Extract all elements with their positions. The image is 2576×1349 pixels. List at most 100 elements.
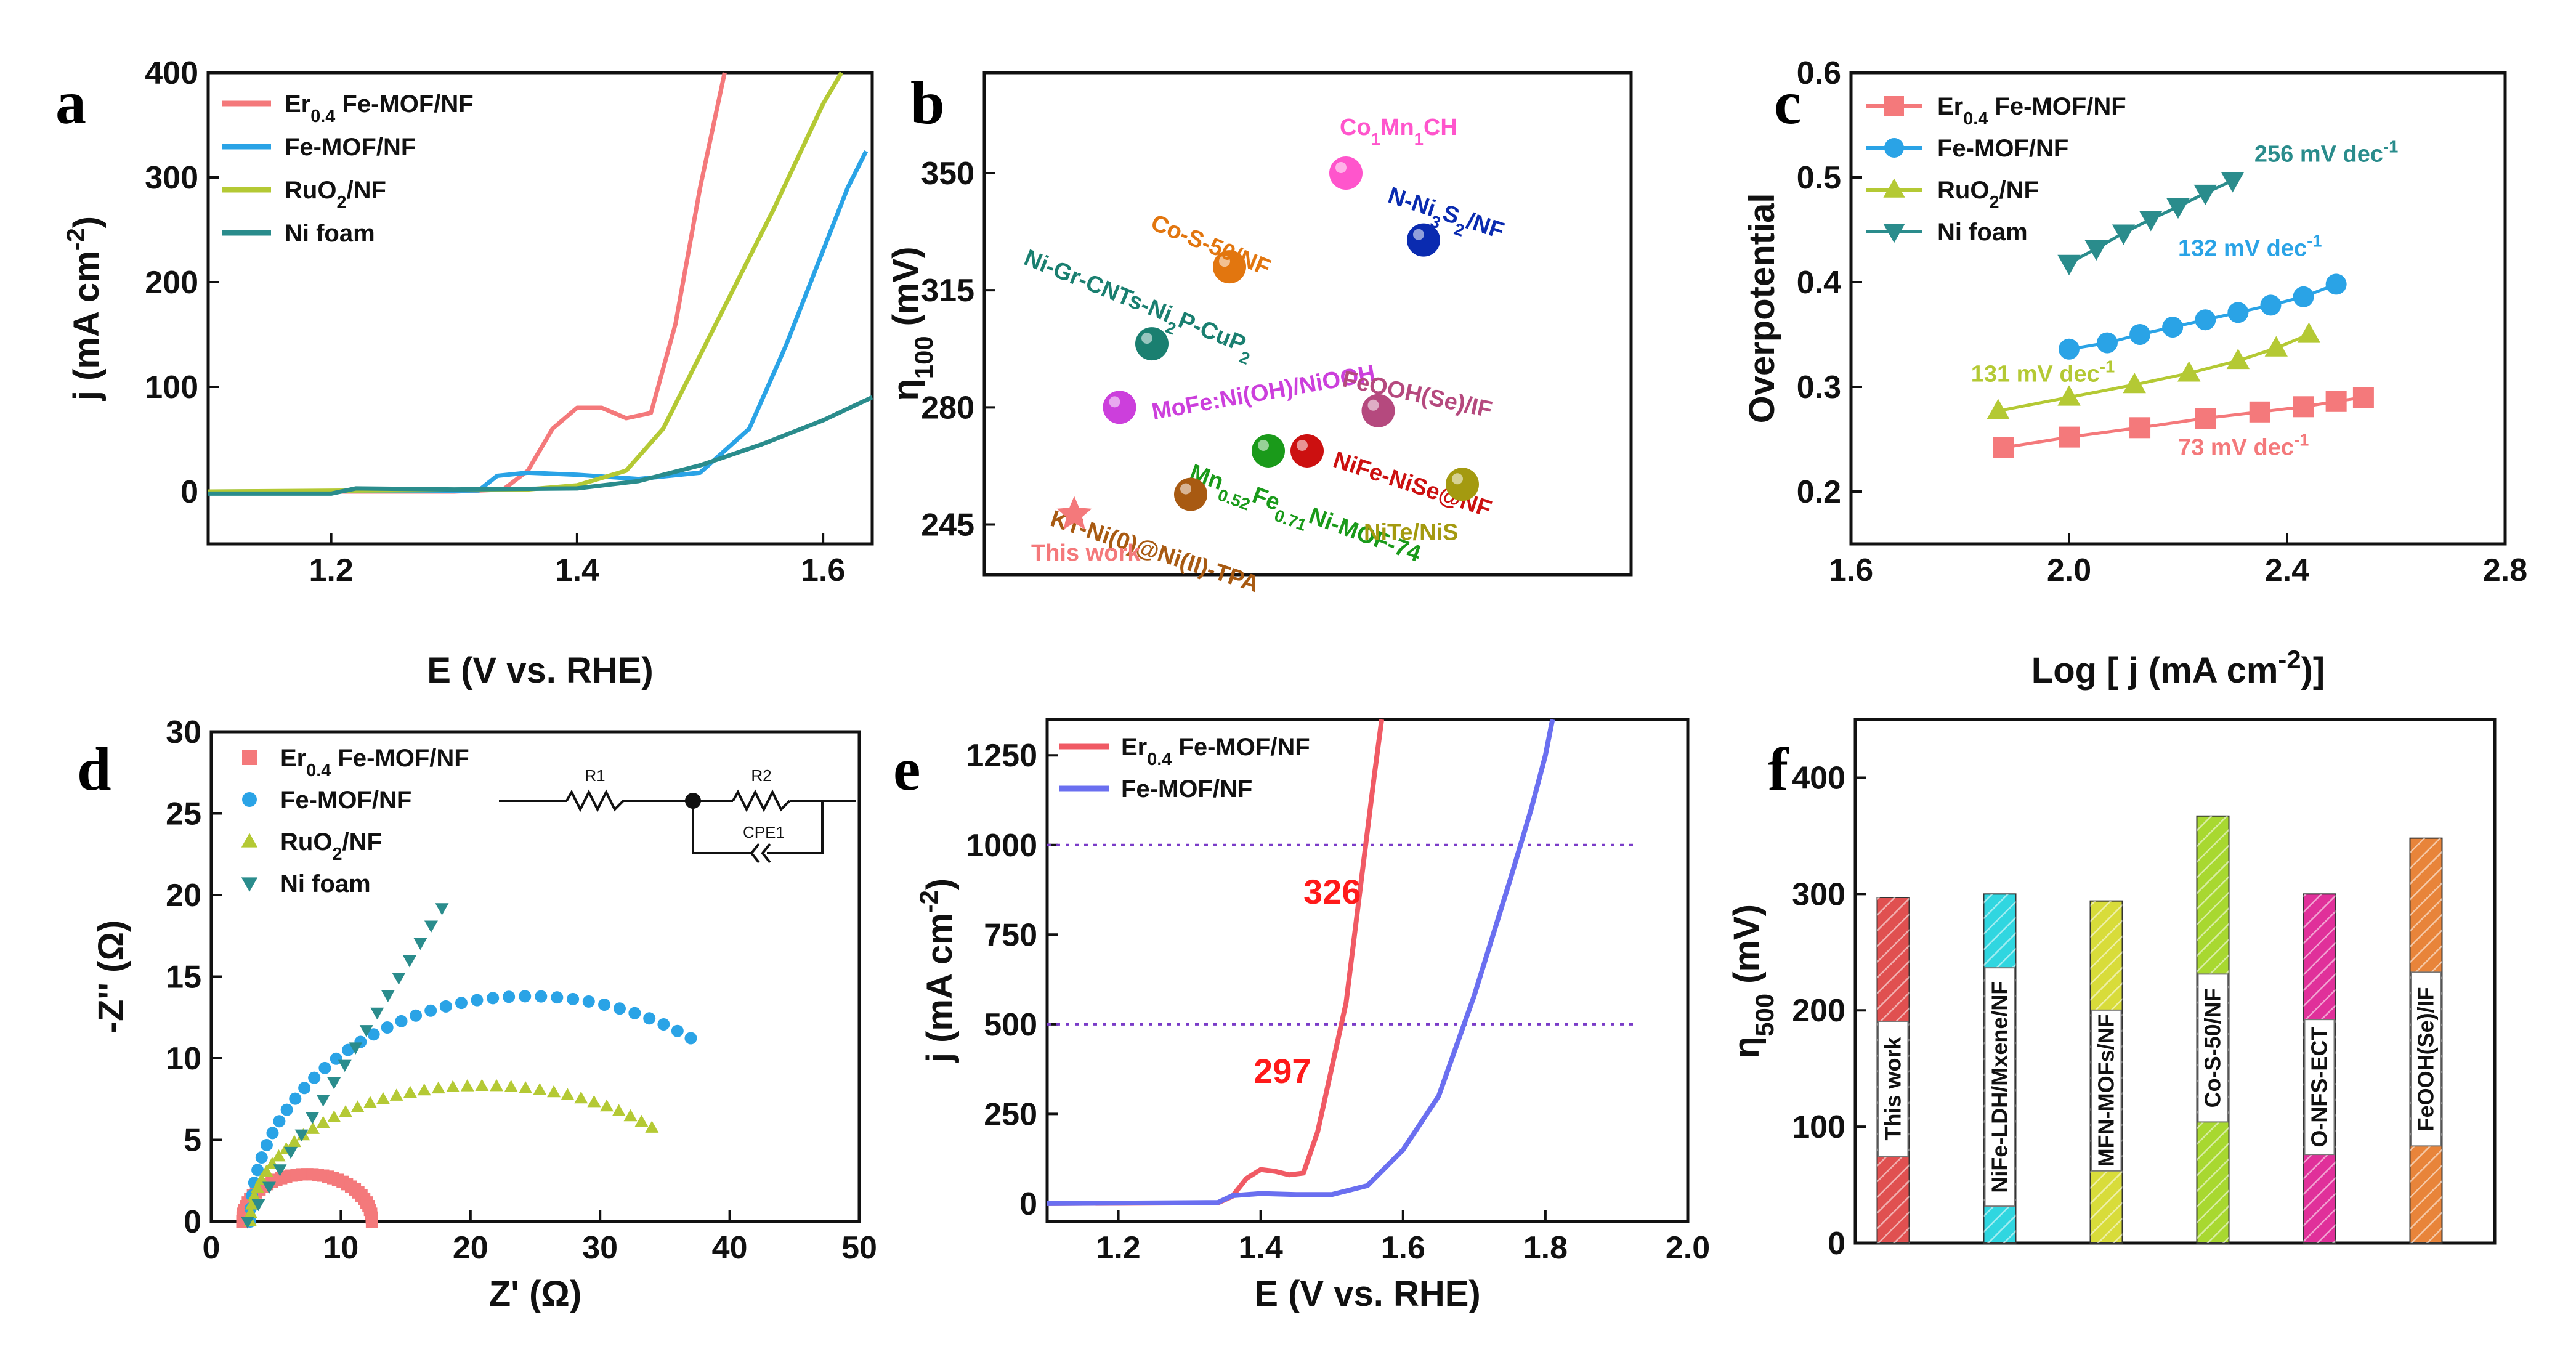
panel-d-marker — [567, 992, 580, 1005]
panel-e-xlabel: E (V vs. RHE) — [1254, 1274, 1480, 1314]
panel-d-marker — [289, 1092, 302, 1105]
panel-d-marker — [487, 992, 500, 1005]
panel-d-xtick-label: 30 — [582, 1230, 618, 1266]
panel-b-point — [1446, 468, 1479, 501]
panel-d-marker — [260, 1138, 273, 1151]
panel-b-point — [1290, 434, 1324, 468]
panel-c-xtick-label: 2.4 — [2265, 553, 2309, 588]
panel-d-legend-label: RuO2/NF — [280, 828, 382, 864]
panel-d-legend-label: Fe-MOF/NF — [280, 787, 411, 814]
panel-f-bar-label: FeOOH(Se)/IF — [2413, 987, 2439, 1131]
panel-c-xtick-label: 1.6 — [1829, 553, 1873, 588]
panel-d-marker — [551, 991, 564, 1004]
panel-c-marker — [2059, 426, 2080, 448]
panel-a-ytick-label: 200 — [145, 265, 198, 301]
panel-d-marker — [298, 1082, 311, 1095]
panel-d-ytick-label: 0 — [184, 1204, 201, 1240]
panel-c-ytick-label: 0.2 — [1797, 474, 1841, 510]
panel-d-ytick-label: 15 — [166, 960, 201, 995]
panel-c-marker — [2195, 309, 2216, 331]
panel-d-marker — [273, 1164, 287, 1177]
panel-e-ytick-label: 500 — [984, 1007, 1037, 1043]
circuit-wire — [767, 801, 824, 854]
panel-f-bar-label: Co-S-50/NF — [2200, 988, 2226, 1108]
panel-d-ytick-label: 25 — [166, 796, 201, 832]
panel-c-legend-label: Er0.4 Fe-MOF/NF — [1937, 93, 2126, 129]
panel-d-marker — [623, 1109, 638, 1122]
panel-c-xtick-label: 2.8 — [2483, 553, 2527, 588]
panel-d-marker — [339, 1105, 353, 1117]
panel-d-marker — [446, 1080, 460, 1092]
panel-d-marker — [582, 995, 595, 1008]
panel-a-ytick-label: 0 — [180, 474, 198, 510]
panel-d-marker — [359, 1025, 373, 1037]
panel-d-marker — [259, 1164, 273, 1177]
panel-a-xtick-label: 1.6 — [801, 553, 845, 588]
panel-c-legend-label: Ni foam — [1937, 219, 2028, 246]
panel-c-marker — [2139, 211, 2163, 232]
panel-e-annotation: 326 — [1303, 872, 1361, 911]
panel-label-b: b — [910, 68, 945, 137]
panel-b-point — [1174, 477, 1207, 511]
panel-c-ytick-label: 0.3 — [1797, 370, 1841, 405]
panel-e-annotation: 297 — [1254, 1051, 1311, 1090]
panel-d-xtick-label: 0 — [203, 1230, 221, 1266]
panel-d-marker — [535, 990, 548, 1003]
panel-f-ytick-label: 200 — [1792, 993, 1845, 1029]
panel-d-marker — [251, 1164, 264, 1177]
panel-d-marker — [431, 1081, 445, 1094]
panel-d-ytick-label: 5 — [184, 1123, 201, 1159]
panel-d-marker — [634, 1114, 649, 1127]
panel-b-point-highlight — [1335, 162, 1347, 173]
panel-a-line-Fe-MOF/NF — [208, 150, 869, 494]
panel-d-marker — [645, 1120, 659, 1133]
panel-d-ytick-label: 30 — [166, 715, 201, 750]
panel-b-point-label: NiTe/NiS — [1364, 519, 1458, 545]
panel-c-marker — [2112, 224, 2136, 245]
panel-c-xtick-label: 2.0 — [2047, 553, 2091, 588]
panel-d-marker — [251, 1199, 265, 1212]
panel-c-xlabel: Log [ j (mA cm-2)] — [2031, 645, 2325, 691]
panel-e-legend-label: Fe-MOF/NF — [1121, 776, 1252, 803]
panel-b-ytick-label: 350 — [921, 156, 974, 192]
panel-c-marker — [2166, 198, 2190, 219]
panel-d-marker — [262, 1181, 276, 1194]
panel-d-marker — [561, 1088, 575, 1100]
panel-f-ytick-label: 400 — [1792, 760, 1845, 796]
panel-c-marker — [2193, 184, 2217, 206]
panel-d-xtick-label: 10 — [323, 1230, 358, 1266]
panel-d-marker — [363, 1096, 377, 1108]
panel-b-point-label: Co1Mn1CH — [1340, 115, 1457, 148]
panel-d-legend-marker — [241, 877, 258, 892]
panel-e-legend-label: Er0.4 Fe-MOF/NF — [1121, 734, 1310, 769]
panel-d-marker — [519, 1081, 533, 1093]
panel-e-xtick-label: 1.8 — [1523, 1230, 1568, 1266]
panel-b-ylabel: η100 (mV) — [886, 246, 938, 400]
panel-d-marker — [349, 1042, 363, 1055]
panel-d-xlabel: Z' (Ω) — [489, 1274, 581, 1314]
panel-c-ytick-label: 0.4 — [1797, 265, 1841, 301]
panel-d-marker — [424, 1004, 437, 1017]
panel-d-marker — [254, 1172, 269, 1185]
panel-e-xtick-label: 1.4 — [1239, 1230, 1283, 1266]
panel-e-xtick-label: 2.0 — [1666, 1230, 1710, 1266]
panel-b-point — [1329, 156, 1363, 190]
panel-c-legend-marker — [1884, 138, 1904, 158]
panel-c-marker — [2297, 322, 2321, 343]
panel-label-d: d — [77, 735, 111, 803]
panel-d-marker — [273, 1115, 286, 1128]
panel-e-xtick-label: 1.6 — [1381, 1230, 1425, 1266]
panel-d-ylabel: -Z'' (Ω) — [91, 920, 131, 1034]
panel-f-frame — [1853, 718, 2497, 1245]
panel-e-ytick-label: 250 — [984, 1096, 1037, 1132]
panel-b-point-highlight — [1297, 439, 1308, 451]
panel-b-point-highlight — [1141, 333, 1152, 344]
panel-d-marker — [240, 1217, 254, 1229]
panel-f-bar-label-box — [1984, 967, 2015, 1207]
panel-c-marker — [2195, 408, 2216, 429]
panel-a-xtick-label: 1.2 — [309, 553, 353, 588]
panel-d-marker — [504, 1080, 518, 1092]
panel-a-frame — [206, 71, 874, 546]
panel-a-ylabel: j (mA cm-2) — [61, 216, 107, 401]
